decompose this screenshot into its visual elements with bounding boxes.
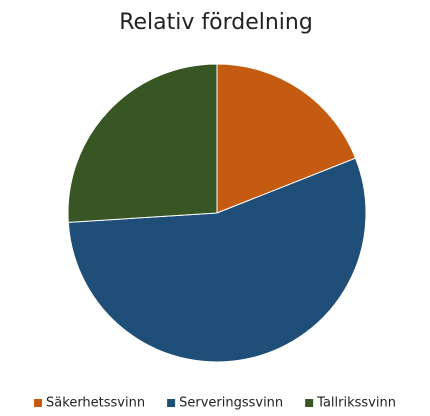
legend-label: Säkerhetssvinn — [46, 396, 145, 411]
pie-slice — [67, 63, 218, 223]
legend-swatch — [34, 399, 43, 407]
legend-label: Tallrikssvinn — [316, 396, 396, 411]
chart-title: Relativ fördelning — [119, 10, 313, 35]
legend-swatch — [167, 399, 176, 407]
pie-slice — [216, 63, 357, 214]
legend-label: Serveringssvinn — [179, 396, 283, 411]
legend-swatch — [305, 399, 314, 407]
pie-slice — [67, 157, 367, 363]
